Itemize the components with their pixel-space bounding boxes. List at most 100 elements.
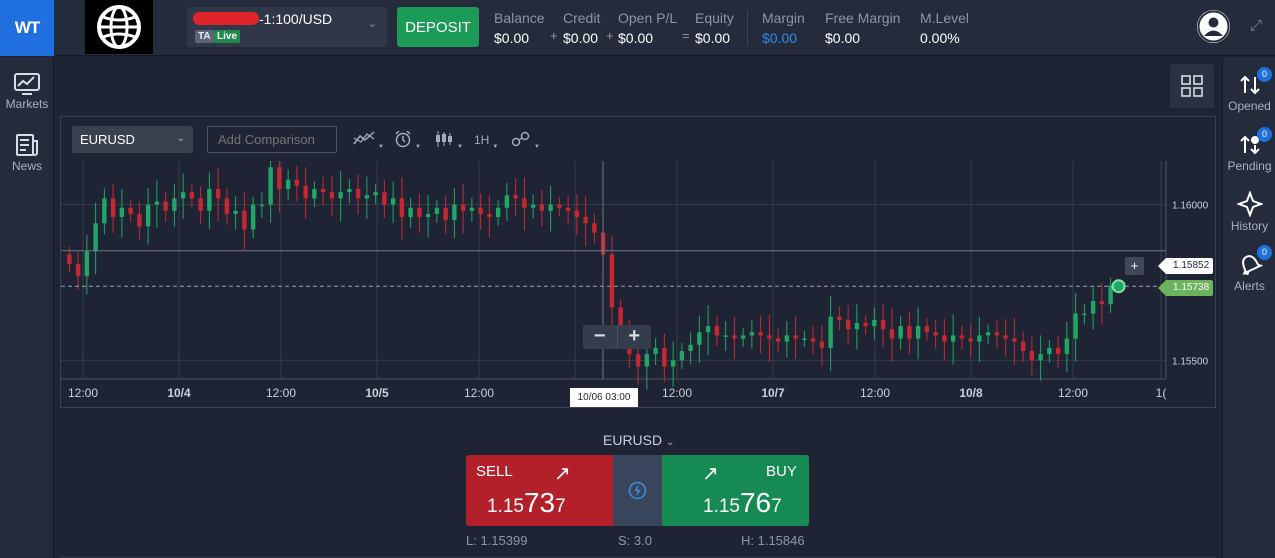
sidebar-item-history[interactable]: History: [1223, 191, 1275, 233]
deposit-button[interactable]: DEPOSIT: [397, 7, 479, 47]
user-avatar-icon[interactable]: [1197, 10, 1230, 43]
stat-label: Credit: [563, 10, 601, 26]
trade-symbol-selector[interactable]: EURUSD ⌄: [603, 432, 674, 448]
alerts-count-badge: 0: [1257, 245, 1272, 260]
candle-body: [714, 326, 720, 336]
opened-count-badge: 0: [1257, 67, 1272, 82]
candle-body: [364, 195, 370, 199]
chart-panel: EURUSD ⌄ ▼ ▼ ▼ 1H ▼ ▼ 12:00 10/4 12:00 10/5…: [60, 116, 1216, 408]
crosshair-price-tag-arrow: [1158, 258, 1166, 274]
candle-body: [609, 254, 615, 308]
candle-body: [574, 210, 580, 218]
stat-free-margin: Free Margin $0.00: [825, 10, 900, 46]
candle-body: [863, 322, 868, 327]
candle-body: [408, 207, 413, 218]
candle-body: [1012, 338, 1017, 342]
fullscreen-icon[interactable]: ⤢: [1250, 17, 1263, 34]
candle-body: [1055, 347, 1061, 355]
candle-style-tool[interactable]: ▼: [434, 130, 463, 151]
candle-body: [320, 189, 326, 193]
sell-button[interactable]: SELL ↗ 1.15737: [466, 455, 613, 526]
candle-body: [775, 338, 781, 342]
account-selector[interactable]: -1:100/USD ⌄ TA Live: [187, 7, 387, 47]
top-bar: WT -1:100/USD ⌄ TA Live DEPOSIT Balance $…: [0, 0, 1275, 56]
symbol-select[interactable]: EURUSD ⌄: [72, 126, 193, 153]
zoom-divider: [616, 325, 618, 349]
buy-price-pips: 76: [739, 487, 772, 518]
x-tick-label: 12:00: [662, 386, 692, 400]
chevron-down-icon: ⌄: [367, 18, 377, 30]
alert-clock-tool[interactable]: ▼: [394, 130, 421, 151]
candle-body: [355, 189, 361, 199]
stat-equity: Equity $0.00: [695, 10, 734, 46]
candle-body: [277, 167, 282, 190]
dropdown-caret-icon: ▼: [415, 144, 421, 150]
alerts-icon: [1241, 255, 1263, 276]
candle-body: [233, 210, 238, 214]
candle-body: [810, 338, 816, 342]
candle-body: [478, 207, 483, 214]
candle-body: [872, 319, 877, 327]
alarm-clock-icon: [395, 130, 411, 148]
add-price-alert-button[interactable]: +: [1125, 257, 1144, 275]
add-comparison-input[interactable]: [207, 126, 337, 153]
candle-body: [618, 307, 623, 333]
candle-body: [487, 213, 492, 218]
broker-logo: [85, 0, 153, 54]
interval-tool[interactable]: 1H ▼: [474, 133, 498, 150]
candle-body: [154, 201, 160, 205]
buy-label: BUY: [766, 463, 797, 480]
sell-label: SELL: [476, 463, 513, 480]
bottom-divider: [60, 556, 1216, 558]
zoom-in-button[interactable]: +: [628, 325, 641, 347]
chart-type-tool[interactable]: ▼: [353, 130, 384, 150]
candle-body: [294, 179, 300, 186]
buy-price-prefix: 1.15: [703, 496, 740, 517]
candle-body: [705, 326, 711, 333]
one-click-trading-toggle[interactable]: [613, 455, 662, 526]
account-label: -1:100/USD: [259, 11, 333, 27]
sidebar-item-label: Alerts: [1234, 279, 1265, 293]
redacted-account-number: [193, 12, 259, 25]
candle-body: [198, 198, 203, 211]
candle-body: [312, 189, 317, 199]
stats-divider: [747, 10, 748, 46]
candle-body: [802, 338, 807, 341]
candle-body: [75, 263, 81, 277]
stat-margin-level: M.Level 0.00%: [920, 10, 969, 46]
candle-body: [548, 204, 553, 211]
candle-body: [128, 207, 133, 214]
buy-button[interactable]: ↗ BUY 1.15767: [662, 455, 809, 526]
candle-body: [767, 335, 772, 339]
candle-body: [933, 332, 938, 336]
buy-price-fraction: 7: [771, 496, 782, 517]
stat-value: $0.00: [762, 30, 798, 46]
current-price-tag: 1.15738: [1165, 280, 1214, 296]
price-chart[interactable]: 12:00 10/4 12:00 10/5 12:00 12:00 10/7 12:00 10/…: [61, 161, 1215, 407]
current-price-marker: [1111, 279, 1126, 294]
layout-grid-button[interactable]: [1170, 64, 1214, 108]
app-logo[interactable]: WT: [0, 0, 54, 56]
drawing-tool[interactable]: ▼: [511, 130, 540, 151]
plus-operator: +: [606, 28, 614, 43]
sidebar-item-opened[interactable]: 0 Opened: [1223, 67, 1275, 113]
zoom-out-button[interactable]: −: [593, 325, 606, 347]
lightning-icon: [628, 481, 647, 500]
candle-body: [242, 210, 247, 230]
account-live-badge: Live: [214, 30, 241, 43]
candle-body: [942, 335, 947, 342]
sidebar-item-alerts[interactable]: 0 Alerts: [1223, 245, 1275, 293]
candle-body: [373, 192, 378, 196]
candle-body: [172, 198, 177, 211]
candle-body: [732, 335, 737, 339]
day-low: L: 1.15399: [466, 533, 528, 548]
sidebar-item-pending[interactable]: 0 Pending: [1223, 127, 1275, 173]
candle-body: [1073, 313, 1078, 339]
candle-body: [959, 335, 965, 339]
sidebar-item-news[interactable]: News: [0, 133, 54, 173]
candle-body: [758, 332, 763, 336]
candle-body: [898, 326, 903, 339]
candle-body: [845, 319, 851, 330]
sidebar-item-markets[interactable]: Markets: [0, 73, 54, 111]
candle-body: [417, 207, 422, 218]
